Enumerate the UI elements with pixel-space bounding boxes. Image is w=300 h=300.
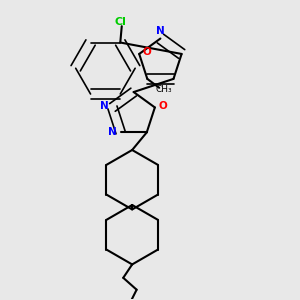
Text: O: O: [142, 47, 151, 58]
Text: N: N: [100, 101, 109, 111]
Text: N: N: [108, 128, 117, 137]
Text: O: O: [159, 101, 168, 111]
Text: N: N: [156, 26, 165, 36]
Text: CH₃: CH₃: [155, 85, 172, 94]
Text: Cl: Cl: [114, 17, 126, 27]
